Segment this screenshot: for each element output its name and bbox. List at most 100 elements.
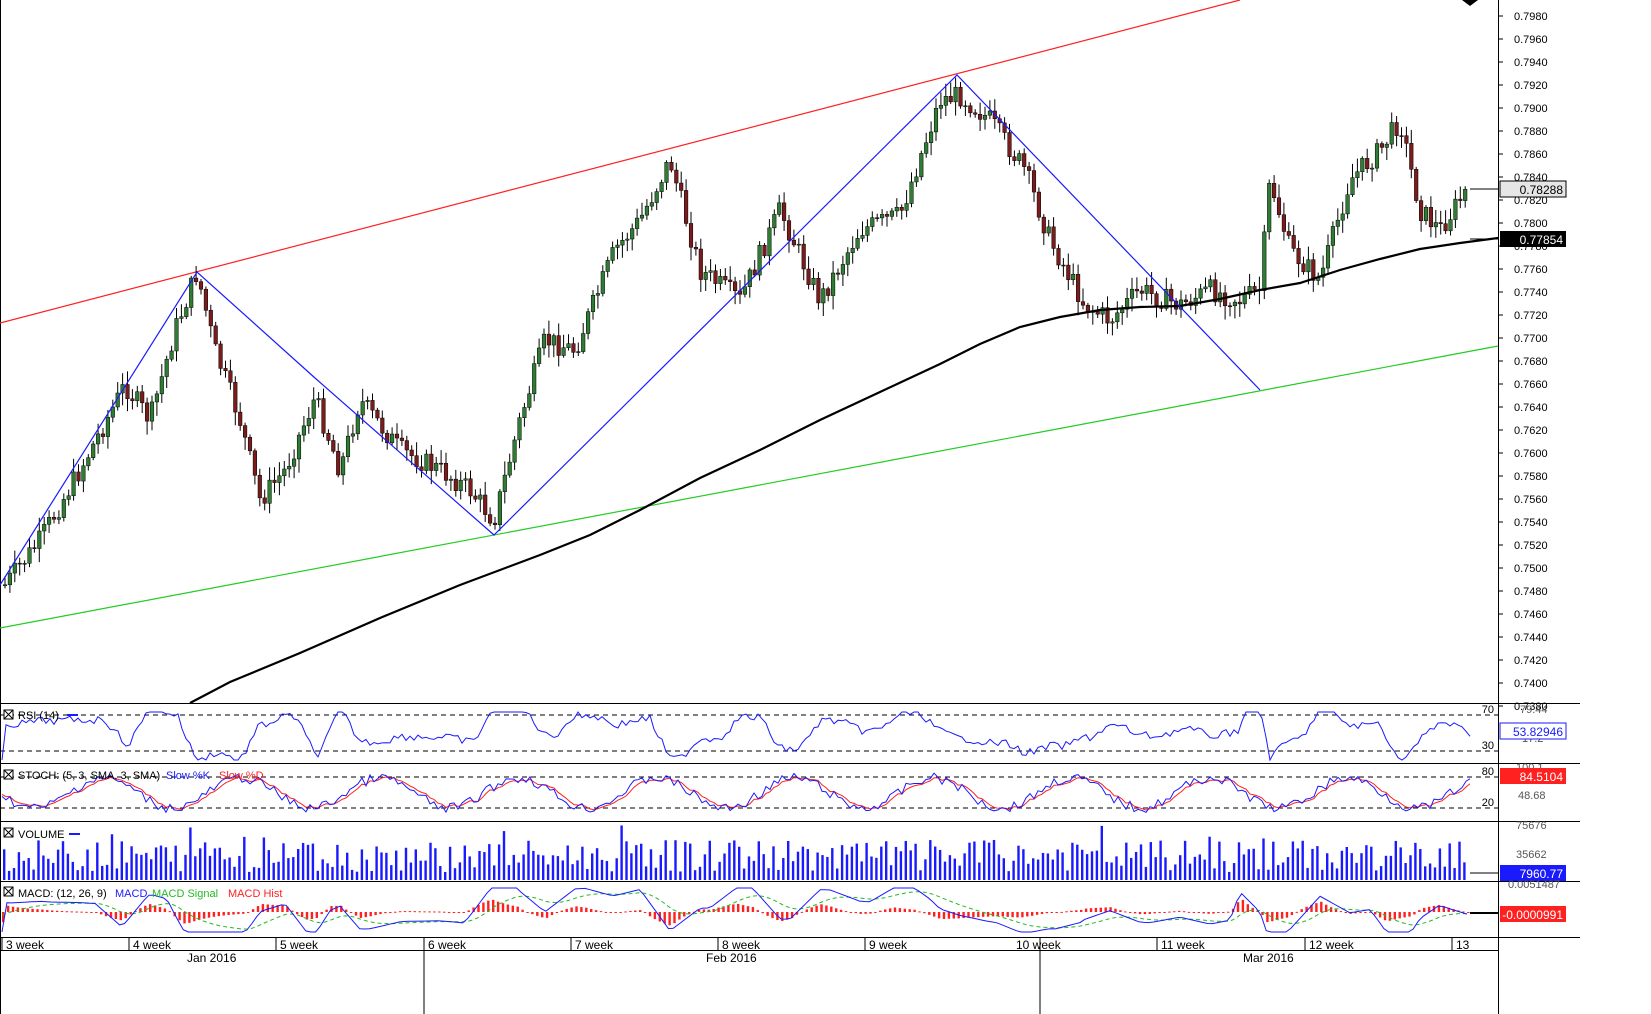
volume-bar: [1051, 859, 1054, 880]
volume-scale-mid: 35662: [1516, 849, 1547, 861]
candle-body: [679, 182, 684, 191]
candle-body: [468, 478, 473, 497]
candle-body: [845, 252, 850, 265]
price-tick-label: 0.7600: [1514, 448, 1548, 460]
macd-hist-bar: [403, 911, 407, 913]
candle-body: [306, 418, 311, 427]
volume-bar: [1036, 859, 1040, 880]
macd-hist-bar: [65, 911, 69, 913]
macd-hist-bar: [379, 912, 382, 915]
volume-bar: [576, 860, 579, 880]
volume-bar: [630, 853, 633, 880]
volume-bar: [782, 858, 785, 880]
candle-body: [546, 333, 551, 346]
volume-bar: [154, 847, 158, 880]
macd-hist-bar: [1315, 903, 1318, 912]
rsi-value-tag: [1499, 722, 1567, 740]
macd-hist-bar: [1104, 907, 1107, 912]
candle-body: [71, 471, 76, 497]
macd-hist-bar: [771, 912, 774, 919]
macd-hist-bar: [447, 911, 451, 913]
volume-bar: [512, 854, 515, 880]
macd-hist-bar: [1099, 907, 1102, 912]
candle-body: [37, 530, 42, 549]
macd-hist-bar: [369, 912, 372, 917]
volume-bar: [1428, 863, 1432, 880]
volume-bar: [243, 836, 246, 880]
macd-hist-bar: [1295, 911, 1298, 913]
macd-hist-bar: [251, 909, 255, 912]
volume-bar: [404, 847, 408, 880]
volume-bar: [821, 855, 824, 880]
macd-hist-bar: [31, 908, 34, 912]
price-tick-label: 0.7960: [1514, 34, 1548, 46]
volume-bar: [1203, 859, 1206, 880]
stoch-k-legend: Slow %K: [166, 770, 211, 782]
candle-body: [1223, 292, 1228, 307]
volume-bar: [208, 855, 212, 880]
volume-bar: [262, 837, 266, 880]
macd-hist-bar: [908, 909, 911, 912]
macd-histogram: [2, 899, 1470, 926]
candle-body: [1080, 301, 1086, 306]
volume-bar: [674, 840, 677, 880]
macd-hist-bar: [70, 911, 73, 913]
volume-panel: VOLUME 75676 35662 7960.77: [3, 820, 1566, 881]
macd-hist-bar: [972, 912, 975, 918]
volume-bar: [233, 866, 236, 880]
volume-bar: [169, 861, 172, 880]
volume-bar: [1384, 855, 1388, 880]
macd-hist-bar: [124, 912, 127, 919]
candle-body: [223, 368, 228, 372]
week-label: 10 week: [1016, 938, 1062, 952]
volume-bar: [429, 842, 432, 880]
macd-hist-bar: [85, 911, 88, 913]
volume-bar: [1291, 841, 1295, 880]
price-tick-label: 0.7760: [1514, 264, 1548, 276]
candle-body: [522, 407, 527, 418]
volume-bar: [929, 840, 932, 880]
macd-hist-bar: [536, 912, 539, 916]
candle-body: [806, 268, 811, 285]
week-label: 5 week: [280, 938, 319, 952]
macd-hist-bar: [751, 907, 755, 912]
price-tick-label: 0.7520: [1514, 540, 1548, 552]
candle-body: [929, 131, 934, 143]
macd-hist-bar: [570, 907, 573, 912]
price-tick-label: 0.7480: [1514, 586, 1548, 598]
candle-body: [1267, 183, 1272, 233]
candle-body: [1076, 273, 1081, 302]
volume-bar: [517, 862, 520, 880]
macd-hist-bar: [1266, 912, 1269, 923]
volume-bar: [1355, 862, 1358, 880]
candle-body: [684, 190, 689, 224]
volume-bar: [135, 853, 138, 880]
candle-body: [198, 281, 204, 290]
candle-body: [1306, 259, 1311, 273]
volume-bar: [1394, 840, 1397, 880]
candle-body: [385, 432, 390, 444]
candle-body: [953, 86, 958, 103]
candle-body: [576, 351, 581, 353]
candle-body: [835, 272, 841, 275]
macd-hist-bar: [1427, 906, 1431, 912]
candle-body: [1340, 213, 1345, 221]
volume-bar: [478, 850, 481, 880]
macd-hist-bar: [1383, 912, 1387, 921]
macd-hist-bar: [1462, 911, 1465, 913]
candle-body: [316, 398, 321, 401]
macd-hist-bar: [51, 910, 54, 912]
macd-hist-bar: [1021, 912, 1024, 918]
candle-body: [1301, 263, 1306, 273]
volume-bar: [277, 861, 280, 880]
candle-body: [149, 401, 155, 422]
candle-body: [1027, 166, 1032, 171]
candle-body: [287, 465, 292, 470]
candle-body: [855, 238, 860, 249]
volume-bar: [723, 853, 726, 880]
macd-hist-bar: [1133, 912, 1137, 914]
candle-body: [1218, 292, 1223, 303]
volume-bar: [110, 834, 114, 880]
macd-hist-bar: [1339, 911, 1343, 913]
